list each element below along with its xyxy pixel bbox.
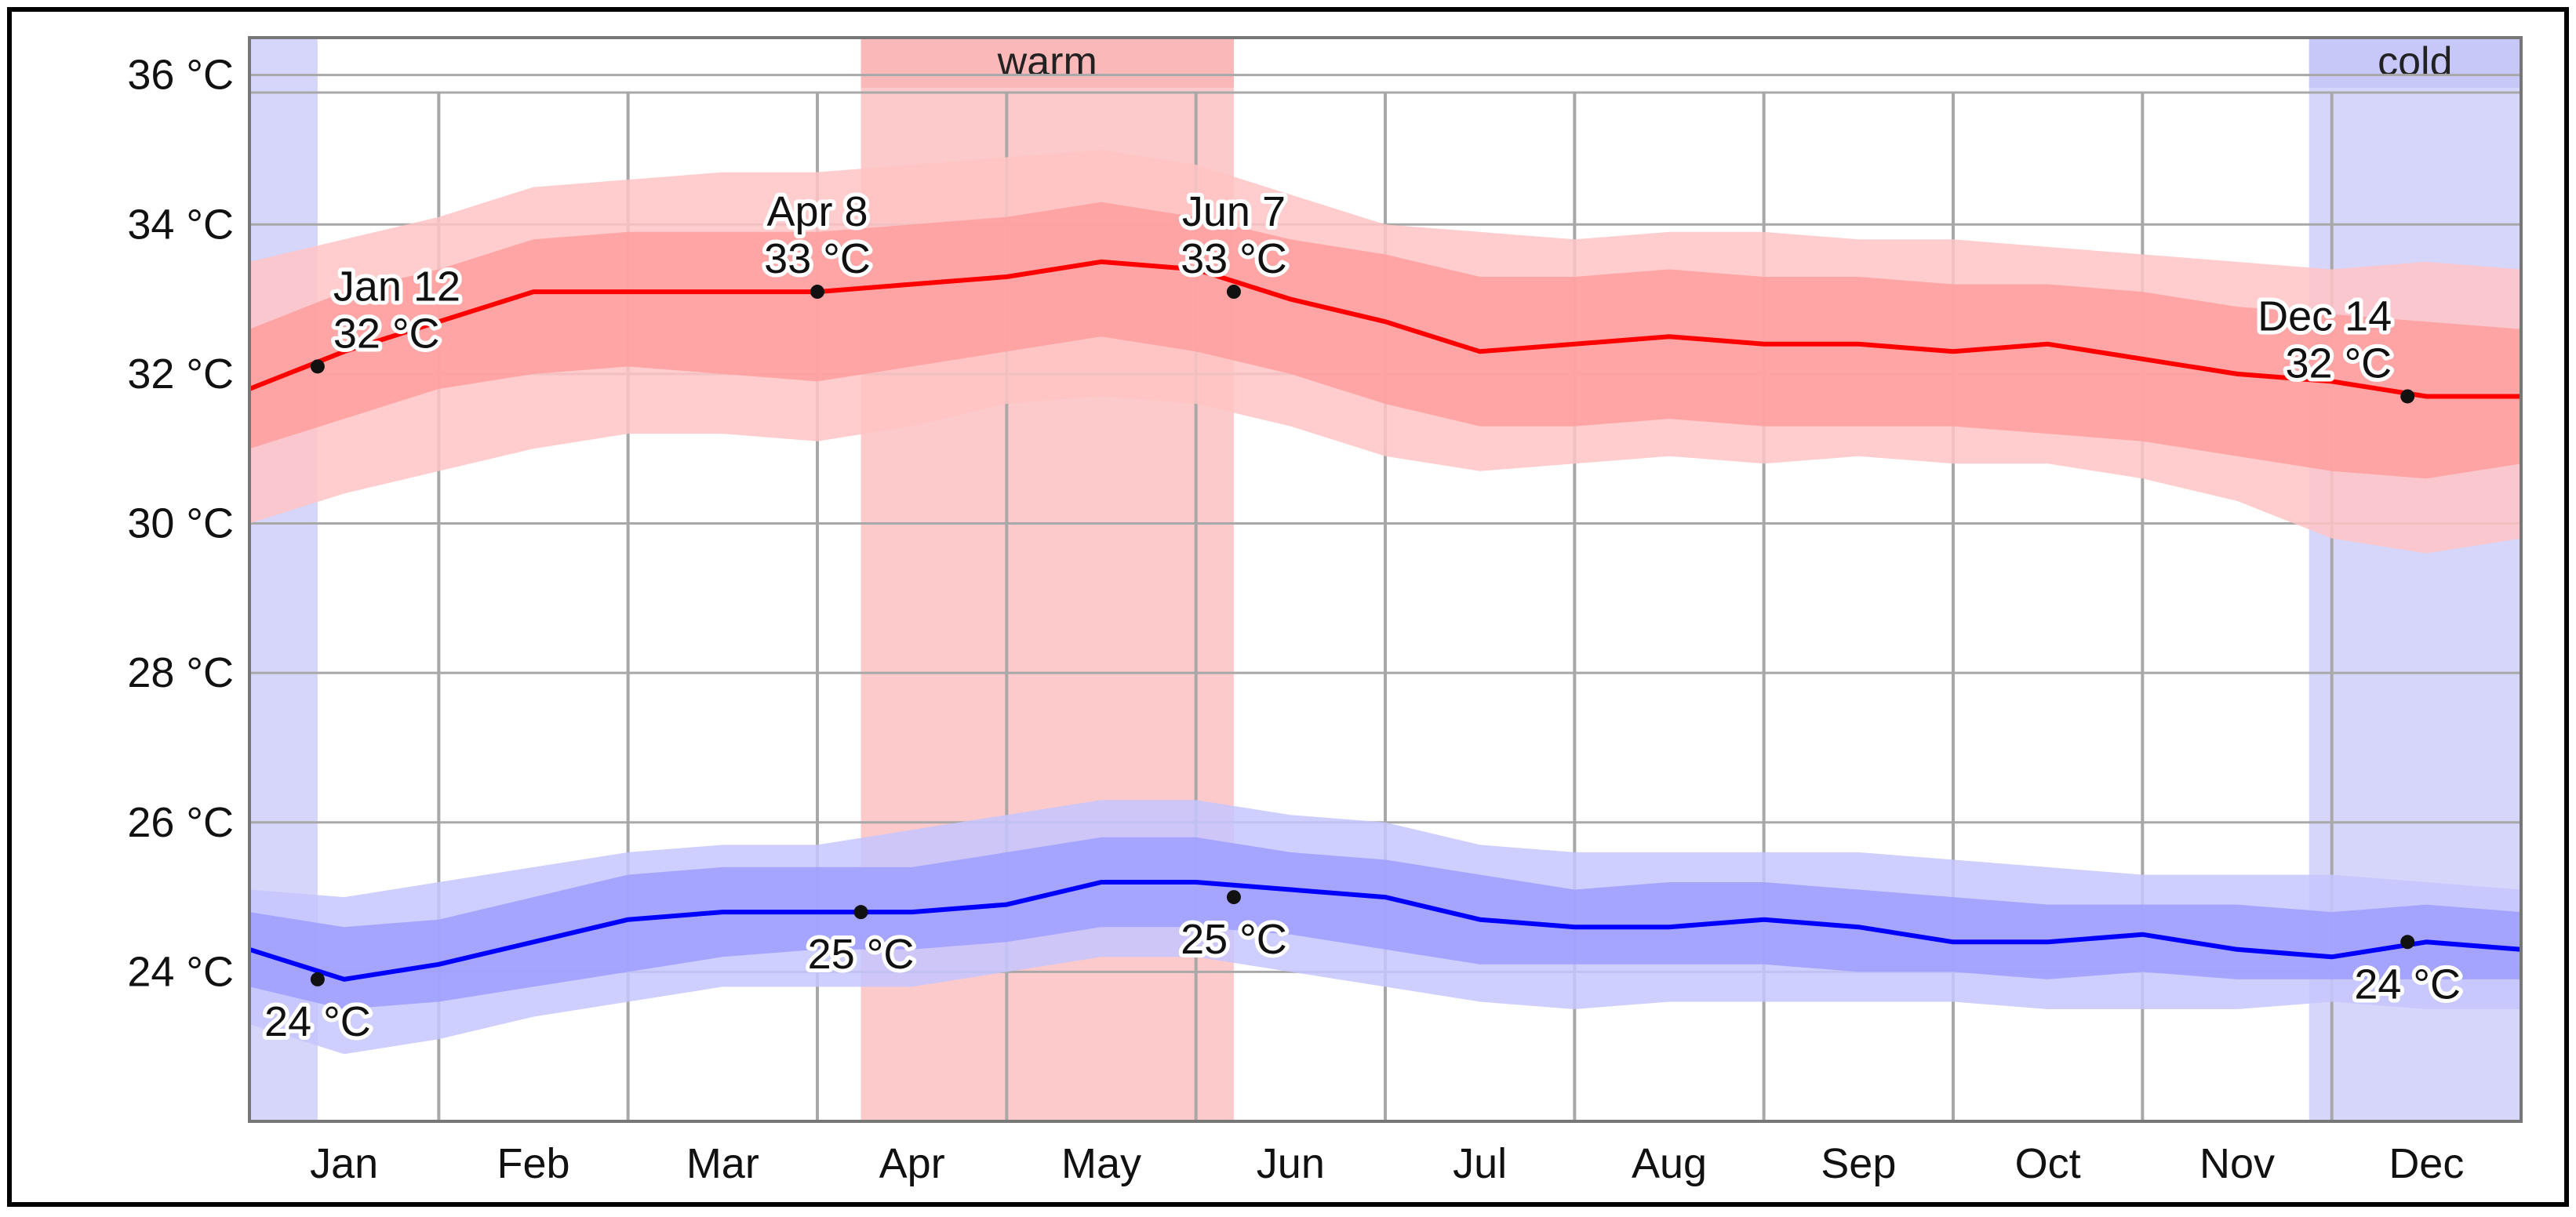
axis-labels: 24 °C 26 °C 28 °C 30 °C 32 °C 34 °C 36 °C Jan Fe… <box>127 52 2464 1187</box>
annotation-point <box>310 972 325 986</box>
x-tick-label-dec: Dec <box>2389 1140 2464 1187</box>
x-tick-label-mar: Mar <box>686 1140 759 1187</box>
x-tick-label-aug: Aug <box>1632 1140 1707 1187</box>
annotation-point <box>310 359 325 374</box>
x-tick-label-feb: Feb <box>497 1140 569 1187</box>
annotation-point <box>1226 285 1241 300</box>
annotation-point <box>853 905 868 920</box>
plot-border <box>248 36 2523 1123</box>
annotation-point <box>810 285 824 300</box>
x-tick-label-jun: Jun <box>1257 1140 1325 1187</box>
high-line <box>248 259 2521 399</box>
annotation-label: Apr 8 <box>766 188 868 235</box>
annotation-label: 32 °C <box>2286 340 2392 387</box>
high-band-p25-p75 <box>249 202 2521 479</box>
x-tick-label-apr: Apr <box>879 1140 945 1187</box>
x-tick-label-jan: Jan <box>310 1140 378 1187</box>
annotation-label: 33 °C <box>764 235 871 282</box>
season-label-cold: cold <box>2378 39 2452 85</box>
annotation-points <box>310 285 2415 986</box>
annotation-label: 24 °C <box>2354 961 2461 1008</box>
annotation-label: 25 °C <box>808 931 915 978</box>
y-tick-label: 24 °C <box>127 948 234 995</box>
annotation-label: Dec 14 <box>2258 292 2392 340</box>
annotation-point <box>2400 389 2415 404</box>
x-tick-label-may: May <box>1061 1140 1141 1187</box>
annotation-label: Jun 7 <box>1182 188 1286 235</box>
annotation-label: 25 °C <box>1181 916 1287 963</box>
season-header-warm <box>860 38 1234 88</box>
season-header-cold <box>2309 38 2521 88</box>
annotation-label: 24 °C <box>264 998 371 1045</box>
y-tick-label: 36 °C <box>127 52 234 99</box>
y-tick-label: 30 °C <box>127 500 234 547</box>
annotation-label: Jan 12 <box>333 263 460 310</box>
annotation-point <box>2400 935 2415 950</box>
x-tick-label-sep: Sep <box>1821 1140 1896 1187</box>
y-tick-label: 26 °C <box>127 799 234 846</box>
annotation-point <box>1226 890 1241 905</box>
low-band-p25-p75 <box>249 837 2521 1009</box>
series-lines <box>248 259 2522 982</box>
x-tick-label-nov: Nov <box>2199 1140 2275 1187</box>
annotation-label: 33 °C <box>1181 235 1287 282</box>
percentile-bands <box>249 150 2521 1055</box>
x-tick-label-oct: Oct <box>2015 1140 2081 1187</box>
season-label-warm: warm <box>997 39 1097 85</box>
y-tick-label: 34 °C <box>127 201 234 248</box>
y-tick-label: 32 °C <box>127 351 234 398</box>
x-tick-label-jul: Jul <box>1453 1140 1507 1187</box>
y-tick-label: 28 °C <box>127 649 234 696</box>
low-line <box>249 880 2522 982</box>
annotation-label: 32 °C <box>333 310 440 357</box>
